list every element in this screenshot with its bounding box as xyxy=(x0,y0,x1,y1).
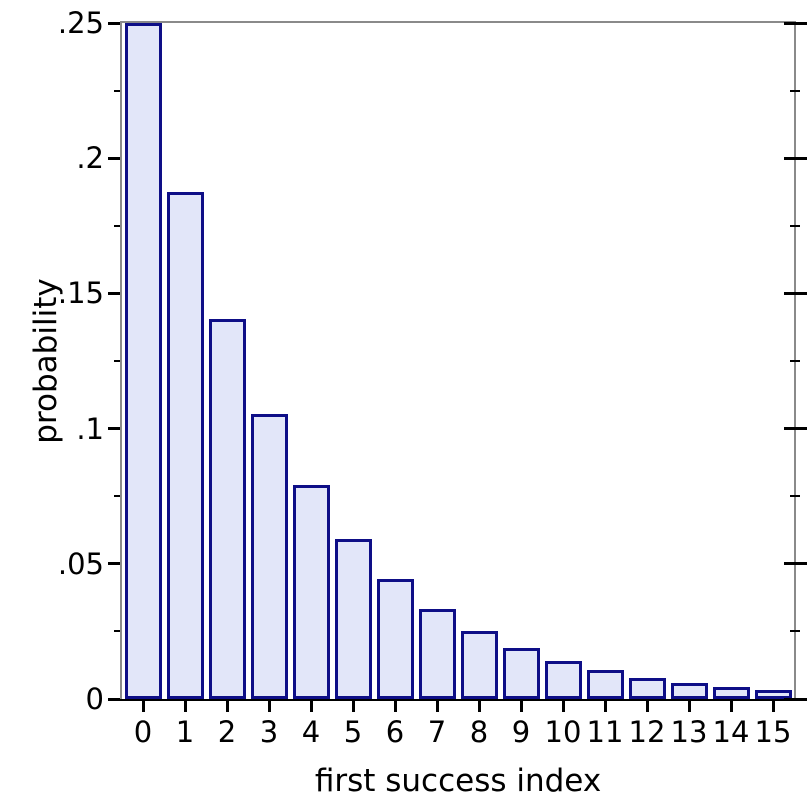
plot-frame-top-line xyxy=(120,21,796,23)
y-axis-major-tick xyxy=(108,427,120,431)
x-tick-label: 1 xyxy=(175,715,195,749)
x-tick-label: 3 xyxy=(259,715,279,749)
x-axis-tick xyxy=(603,701,607,712)
x-tick-label: 13 xyxy=(670,715,708,749)
y-tick-label: 0 xyxy=(85,682,104,716)
x-tick-label: 10 xyxy=(544,715,582,749)
x-tick-label: 7 xyxy=(427,715,447,749)
y-axis-major-tick xyxy=(108,21,120,25)
x-axis-tick xyxy=(687,701,691,712)
y-axis-major-tick-right xyxy=(784,427,807,431)
x-axis-line xyxy=(120,698,796,701)
y-axis-line xyxy=(120,21,122,701)
bar xyxy=(670,682,708,699)
bar xyxy=(544,660,582,699)
x-tick-label: 8 xyxy=(469,715,489,749)
x-tick-label: 11 xyxy=(586,715,624,749)
x-tick-label: 12 xyxy=(628,715,666,749)
x-axis-tick xyxy=(141,701,145,712)
bar xyxy=(460,631,498,699)
bar xyxy=(586,670,624,699)
bar xyxy=(712,686,750,699)
y-axis-minor-tick-right xyxy=(790,224,800,227)
y-axis-major-tick-right xyxy=(784,291,807,295)
plot-area: 0.05.1.15.2.25 0 1 2 3 4 5 6 7 8 9 10 11 12 13 14 15 xyxy=(58,7,807,748)
y-axis-minor-tick-right xyxy=(790,495,800,498)
x-tick-label: 2 xyxy=(217,715,237,749)
x-axis-tick xyxy=(729,701,733,712)
bar xyxy=(334,538,372,699)
y-axis-major-tick-right xyxy=(784,562,807,566)
bar xyxy=(502,648,540,699)
x-tick-label: 6 xyxy=(385,715,405,749)
x-axis-tick xyxy=(561,701,565,712)
x-tick-label: 4 xyxy=(301,715,321,749)
y-axis-minor-tick xyxy=(114,630,120,633)
x-axis-tick xyxy=(351,701,355,712)
x-axis-title: first success index xyxy=(314,763,602,799)
y-axis-major-tick xyxy=(108,697,120,701)
x-axis-tick xyxy=(267,701,271,712)
x-tick-label: 9 xyxy=(511,715,531,749)
x-axis-tick xyxy=(309,701,313,712)
y-axis-minor-tick xyxy=(114,495,120,498)
bar xyxy=(166,192,204,699)
bar xyxy=(418,608,456,699)
y-axis-minor-tick xyxy=(114,360,120,362)
x-axis-tick xyxy=(393,701,397,712)
y-axis-minor-tick xyxy=(114,89,120,92)
y-axis-major-tick-right xyxy=(784,21,807,25)
y-axis-major-tick-right xyxy=(784,156,807,160)
y-axis-major-tick xyxy=(108,156,120,160)
y-tick-label: .1 xyxy=(76,411,104,446)
x-tick-label: 15 xyxy=(754,715,792,749)
y-tick-label: .15 xyxy=(57,276,104,311)
bar xyxy=(250,413,288,699)
x-axis-tick xyxy=(183,701,187,712)
x-tick-label: 0 xyxy=(133,715,153,749)
y-axis-minor-tick xyxy=(114,224,120,227)
x-axis-tick xyxy=(225,701,229,712)
x-axis-tick xyxy=(519,701,523,712)
y-axis-minor-tick-right xyxy=(790,630,800,633)
x-axis-tick xyxy=(435,701,439,712)
y-tick-label: .2 xyxy=(76,141,104,176)
y-tick-label: .25 xyxy=(57,6,104,40)
y-axis-major-tick-right xyxy=(784,697,807,701)
bar xyxy=(124,23,162,699)
y-axis-major-tick xyxy=(108,562,120,566)
bar xyxy=(292,485,330,699)
bar xyxy=(208,318,246,699)
y-axis-minor-tick-right xyxy=(790,360,800,362)
x-axis-tick xyxy=(645,701,649,712)
x-tick-label: 5 xyxy=(343,715,363,749)
y-tick-label: .05 xyxy=(57,546,104,581)
x-tick-label: 14 xyxy=(712,715,750,749)
y-axis-minor-tick-right xyxy=(790,89,800,92)
bar xyxy=(376,578,414,699)
x-axis-tick xyxy=(477,701,481,712)
bar xyxy=(754,689,792,699)
bar xyxy=(628,677,666,699)
x-axis-tick xyxy=(771,701,775,712)
y-axis-major-tick xyxy=(108,291,120,295)
